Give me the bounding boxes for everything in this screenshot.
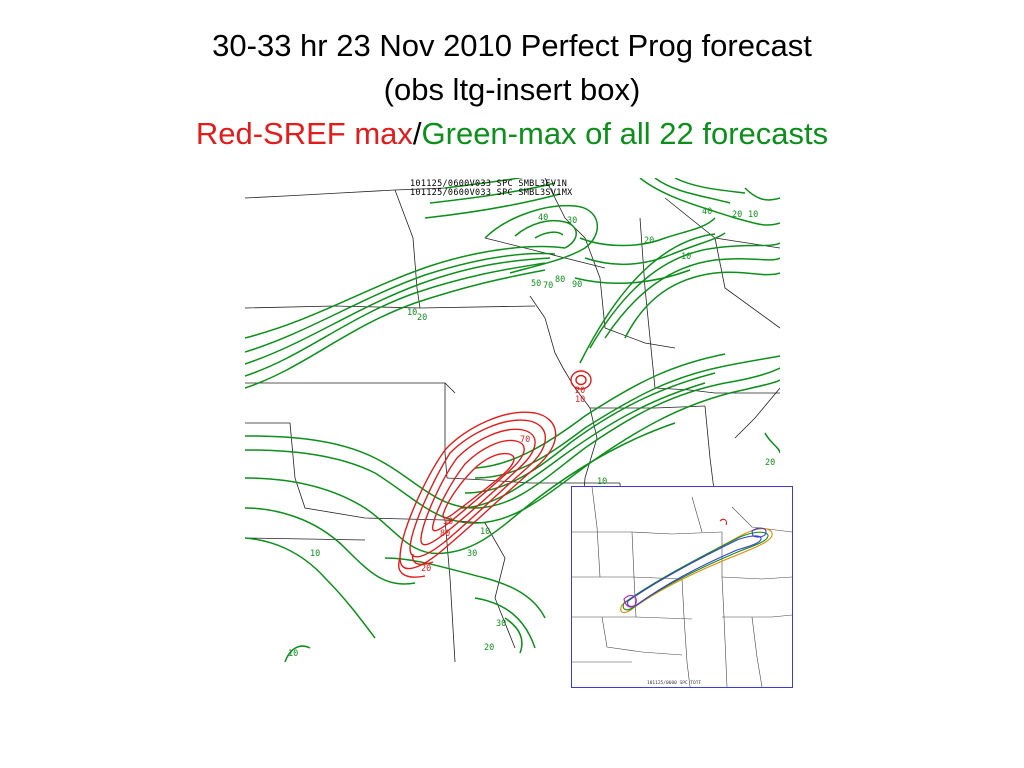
red-label: 20 xyxy=(575,386,585,396)
red-contours-sref xyxy=(398,370,592,578)
green-label: 10 xyxy=(480,527,490,537)
green-label: 80 xyxy=(555,275,565,285)
green-label: 30 xyxy=(567,216,577,226)
green-label: 30 xyxy=(467,549,477,559)
green-label: 20 xyxy=(732,210,742,220)
red-label: 10 xyxy=(575,395,585,405)
green-label: 20 xyxy=(765,458,775,468)
green-label: 10 xyxy=(310,549,320,559)
green-label: 30 xyxy=(496,619,506,629)
green-label: 10 xyxy=(597,477,607,487)
map-header-line-1: 101125/0600V033 SPC SMBL3EV1N xyxy=(410,179,567,189)
green-label: 20 xyxy=(417,313,427,323)
inset-stamp: 101125/0600 SPC TOTF xyxy=(647,680,701,686)
slide-title: 30-33 hr 23 Nov 2010 Perfect Prog foreca… xyxy=(0,24,1024,156)
green-label: 50 xyxy=(531,279,541,289)
green-contours-all22 xyxy=(245,178,780,662)
forecast-map: 101125/0600V033 SPC SMBL3EV1N 101125/060… xyxy=(245,178,780,662)
title-line-3: Red-SREF max/Green-max of all 22 forecas… xyxy=(0,112,1024,156)
red-label: 80 xyxy=(440,529,450,539)
green-label: 40 xyxy=(538,213,548,223)
green-label: 20 xyxy=(484,643,494,653)
green-label: 90 xyxy=(572,280,582,290)
red-label: 70 xyxy=(520,435,530,445)
green-contour-labels: 10 20 40 30 50 70 80 90 40 20 10 20 10 1… xyxy=(288,207,775,659)
title-line-1: 30-33 hr 23 Nov 2010 Perfect Prog foreca… xyxy=(212,28,812,63)
title-green-label: Green-max of all 22 forecasts xyxy=(421,116,829,151)
green-label: 10 xyxy=(748,210,758,220)
title-line-2: (obs ltg-insert box) xyxy=(383,72,641,107)
green-label: 10 xyxy=(407,308,417,318)
inset-lightning-contours xyxy=(620,518,773,614)
green-label: 10 xyxy=(288,649,298,659)
green-label: 70 xyxy=(543,281,553,291)
red-contour-labels: 20 10 70 50 80 20 xyxy=(421,386,585,574)
green-label: 40 xyxy=(702,207,712,217)
obs-lightning-inset: 101125/0600 SPC TOTF xyxy=(571,486,793,688)
title-separator: / xyxy=(412,116,422,151)
title-red-label: Red-SREF max xyxy=(195,116,413,151)
green-label: 20 xyxy=(644,236,654,246)
red-label: 50 xyxy=(443,517,453,527)
inset-state-boundaries xyxy=(572,487,792,687)
red-label: 20 xyxy=(421,564,431,574)
green-label: 10 xyxy=(681,252,691,262)
map-header-line-2: 101125/0600V033 SPC SMBL3SV1MX xyxy=(410,188,573,198)
